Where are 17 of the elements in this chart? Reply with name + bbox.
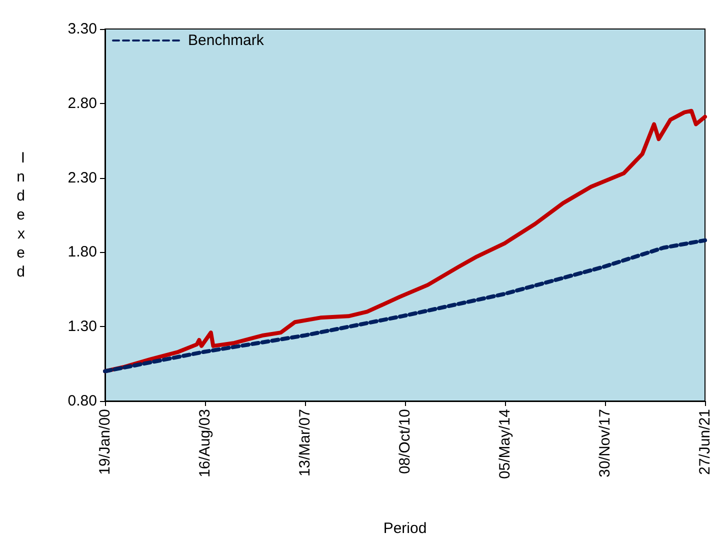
y-tick-label: 1.80 xyxy=(68,244,97,261)
x-tick-label: 13/Mar/07 xyxy=(296,409,314,477)
y-axis-title: Indexed xyxy=(16,150,26,280)
x-tick-label: 19/Jan/00 xyxy=(96,409,114,475)
x-tick-label: 08/Oct/10 xyxy=(396,409,414,474)
y-tick-label: 2.80 xyxy=(68,94,97,112)
y-tick-label: 2.30 xyxy=(68,169,97,186)
legend-label: Benchmark xyxy=(188,32,264,49)
y-tick-label: 0.80 xyxy=(68,392,97,410)
x-axis-title: Period xyxy=(383,520,427,537)
x-tick-label: 05/May/14 xyxy=(496,409,514,480)
line-series xyxy=(103,238,707,374)
y-tick-label: 1.30 xyxy=(68,318,97,336)
x-tick-label: 30/Nov/17 xyxy=(596,409,614,478)
y-tick-label: 3.30 xyxy=(68,20,97,38)
x-tick-label: 27/Jun/21 xyxy=(696,409,714,475)
x-tick-label: 16/Aug/03 xyxy=(196,409,214,478)
